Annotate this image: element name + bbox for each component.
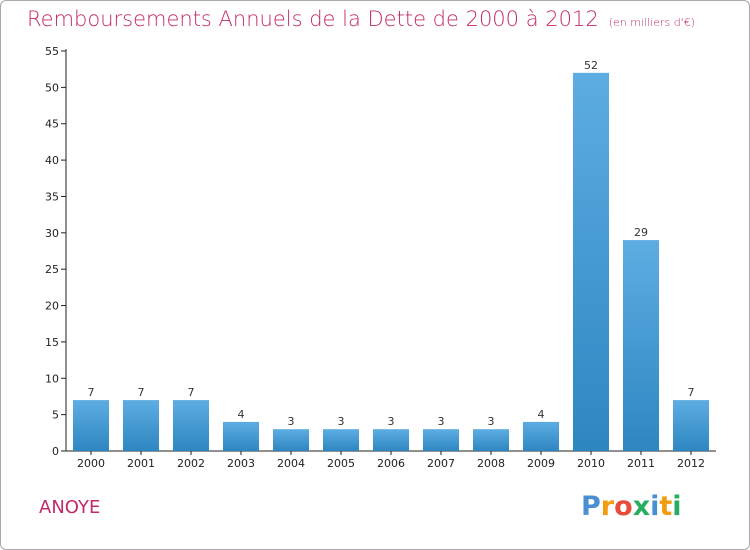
y-tick-label: 5	[52, 409, 59, 422]
bar	[73, 400, 109, 451]
bar	[673, 400, 709, 451]
x-tick-label: 2007	[427, 457, 455, 470]
x-tick-label: 2008	[477, 457, 505, 470]
bar	[523, 421, 559, 451]
logo-letter: i	[672, 491, 682, 522]
labels: 2000 7 2001 7 2002 7 2003 4 2004 3 2005 3 2006 3 2007 3…	[77, 59, 705, 470]
x-tick-label: 2001	[127, 457, 155, 470]
proxiti-logo: Proxiti	[581, 491, 682, 522]
x-tick-label: 2006	[377, 457, 405, 470]
bar	[323, 429, 359, 451]
commune-name: ANOYE	[39, 497, 101, 518]
data-label: 7	[88, 386, 95, 399]
bar	[273, 429, 309, 451]
y-tick-label: 10	[45, 372, 59, 385]
axes: 0 5 10 15 20 25 30 35 40 45 50 55	[45, 45, 716, 458]
data-label: 7	[138, 386, 145, 399]
x-tick-label: 2005	[327, 457, 355, 470]
y-tick-label: 25	[45, 263, 59, 276]
data-label: 3	[388, 415, 395, 428]
y-tick-label: 55	[45, 45, 59, 58]
x-tick-label: 2012	[677, 457, 705, 470]
chart-title: Remboursements Annuels de la Dette de 20…	[27, 7, 695, 31]
unit-label: (en milliers d'€)	[608, 16, 695, 29]
x-tick-label: 2011	[627, 457, 655, 470]
bar	[173, 400, 209, 451]
x-tick-label: 2009	[527, 457, 555, 470]
bar	[623, 240, 659, 451]
x-tick-label: 2004	[277, 457, 305, 470]
y-tick-label: 30	[45, 227, 59, 240]
bar	[423, 429, 459, 451]
y-tick-label: 15	[45, 336, 59, 349]
data-label: 29	[634, 226, 648, 239]
y-tick-label: 35	[45, 190, 59, 203]
data-label: 4	[238, 408, 245, 421]
bars	[73, 72, 709, 452]
x-tick-label: 2000	[77, 457, 105, 470]
bar	[373, 429, 409, 451]
y-tick-label: 50	[45, 81, 59, 94]
data-label: 3	[288, 415, 295, 428]
data-label: 7	[188, 386, 195, 399]
y-tick-label: 20	[45, 300, 59, 313]
title-text: Remboursements Annuels de la Dette de 20…	[27, 7, 599, 31]
x-tick-label: 2002	[177, 457, 205, 470]
bar	[223, 421, 259, 451]
x-tick-label: 2010	[577, 457, 605, 470]
logo-letter: i	[650, 491, 660, 522]
logo-letter: o	[614, 491, 633, 522]
logo-letter: P	[581, 491, 601, 522]
data-label: 3	[438, 415, 445, 428]
bar	[573, 72, 609, 452]
logo-letter: t	[659, 491, 673, 522]
data-label: 3	[488, 415, 495, 428]
data-label: 3	[338, 415, 345, 428]
y-tick-label: 40	[45, 154, 59, 167]
logo-letter: r	[600, 491, 615, 522]
logo-letter: x	[632, 491, 651, 522]
y-tick-label: 0	[52, 445, 59, 458]
data-label: 4	[538, 408, 545, 421]
y-tick-label: 45	[45, 118, 59, 131]
data-label: 7	[688, 386, 695, 399]
data-label: 52	[584, 59, 598, 72]
bar	[473, 429, 509, 451]
bar	[123, 400, 159, 451]
x-tick-label: 2003	[227, 457, 255, 470]
